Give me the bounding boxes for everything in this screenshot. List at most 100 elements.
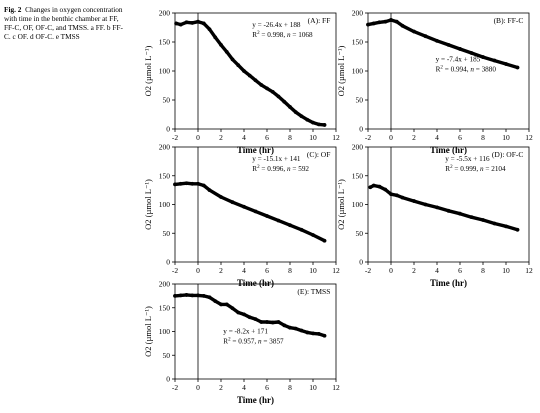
data-point <box>423 202 428 207</box>
data-point <box>435 38 439 43</box>
r2-superscript: 2 <box>228 337 231 342</box>
data-point <box>423 34 428 39</box>
data-point <box>196 19 200 24</box>
y-tick-label: 0 <box>359 125 363 134</box>
x-tick-label: -2 <box>365 133 371 142</box>
data-point <box>219 195 223 199</box>
data-point <box>481 55 485 59</box>
regression-stats: R2 = 0.957, n = 3857 <box>223 337 284 345</box>
data-point <box>288 105 292 109</box>
data-point <box>259 83 264 87</box>
data-point <box>230 306 235 311</box>
y-tick-label: 100 <box>352 67 364 76</box>
data-point <box>270 89 275 94</box>
r2-symbol: R <box>445 165 450 173</box>
r2-symbol: R <box>252 31 257 39</box>
y-tick-label: 0 <box>166 125 170 134</box>
x-tick-label: 12 <box>525 133 533 142</box>
x-tick-label: 6 <box>265 383 269 392</box>
y-tick-label: 0 <box>166 258 170 267</box>
data-point <box>383 19 388 24</box>
n-separator: , <box>467 66 471 74</box>
x-tick-label: 0 <box>196 266 200 275</box>
data-point <box>316 331 321 336</box>
data-point <box>446 208 451 213</box>
y-tick-label: 100 <box>159 67 171 76</box>
n-value: 592 <box>298 165 309 173</box>
x-tick-label: 2 <box>412 266 416 275</box>
r2-symbol: R <box>252 165 257 173</box>
data-point <box>311 233 315 237</box>
y-axis-label: O2 (µmol L⁻¹) <box>336 46 346 97</box>
data-point <box>253 209 258 214</box>
data-point <box>259 320 264 324</box>
data-point <box>469 51 474 55</box>
r2-symbol: R <box>436 66 441 74</box>
data-point <box>446 43 451 47</box>
data-point <box>184 293 189 297</box>
x-tick-label: 2 <box>219 266 223 275</box>
data-point <box>265 320 269 324</box>
figure-caption-text: Changes in oxygen concentration with tim… <box>4 5 123 42</box>
r2-value: 0.994 <box>451 66 468 74</box>
data-series-line <box>173 181 327 243</box>
figure-caption-label: Fig. 2 <box>4 5 22 14</box>
y-tick-label: 200 <box>159 280 171 289</box>
data-point <box>299 114 304 119</box>
data-point <box>311 120 315 125</box>
data-point <box>322 333 327 338</box>
y-tick-label: 100 <box>159 327 171 336</box>
data-point <box>270 320 275 325</box>
x-axis-label: Time (hr) <box>430 278 467 288</box>
x-tick-label: 6 <box>458 133 462 142</box>
x-tick-label: 4 <box>435 266 439 275</box>
data-point <box>242 204 246 209</box>
panel-label: (E): TMSS <box>297 287 330 296</box>
data-point <box>201 183 206 188</box>
data-point <box>492 221 497 226</box>
data-point <box>184 20 189 25</box>
n-value: 1068 <box>298 31 313 39</box>
data-point <box>389 18 393 22</box>
x-axis-label: Time (hr) <box>237 145 274 155</box>
data-point <box>305 117 310 122</box>
x-tick-label: 4 <box>242 133 246 142</box>
n-separator: , <box>254 337 258 345</box>
data-point <box>394 193 399 198</box>
data-point <box>371 183 376 188</box>
data-point <box>213 299 218 303</box>
y-tick-label: 0 <box>359 258 363 267</box>
data-point <box>276 218 281 223</box>
data-point <box>371 21 376 26</box>
data-point <box>276 320 281 324</box>
y-tick-label: 200 <box>159 9 171 18</box>
r2-equals: = <box>453 165 461 173</box>
n-equals: = <box>291 165 299 173</box>
data-point <box>178 181 183 186</box>
regression-equation: y = -26.4x + 188 <box>252 21 301 29</box>
x-tick-label: 12 <box>332 133 340 142</box>
data-point <box>196 293 200 298</box>
data-point <box>481 218 485 222</box>
x-tick-label: 2 <box>412 133 416 142</box>
data-point <box>196 181 200 186</box>
data-point <box>458 47 462 51</box>
y-tick-label: 50 <box>163 96 171 105</box>
n-symbol: n <box>287 165 291 173</box>
y-tick-label: 50 <box>356 96 364 105</box>
data-point <box>293 326 298 331</box>
y-tick-label: 200 <box>352 9 364 18</box>
x-tick-label: 2 <box>219 383 223 392</box>
x-tick-label: -2 <box>172 383 178 392</box>
data-point <box>288 325 292 330</box>
y-tick-label: 150 <box>352 171 364 180</box>
r2-symbol: R <box>223 337 228 345</box>
y-tick-label: 50 <box>163 351 171 360</box>
n-value: 3880 <box>482 66 497 74</box>
n-value: 3857 <box>269 337 284 345</box>
data-point <box>389 192 393 197</box>
